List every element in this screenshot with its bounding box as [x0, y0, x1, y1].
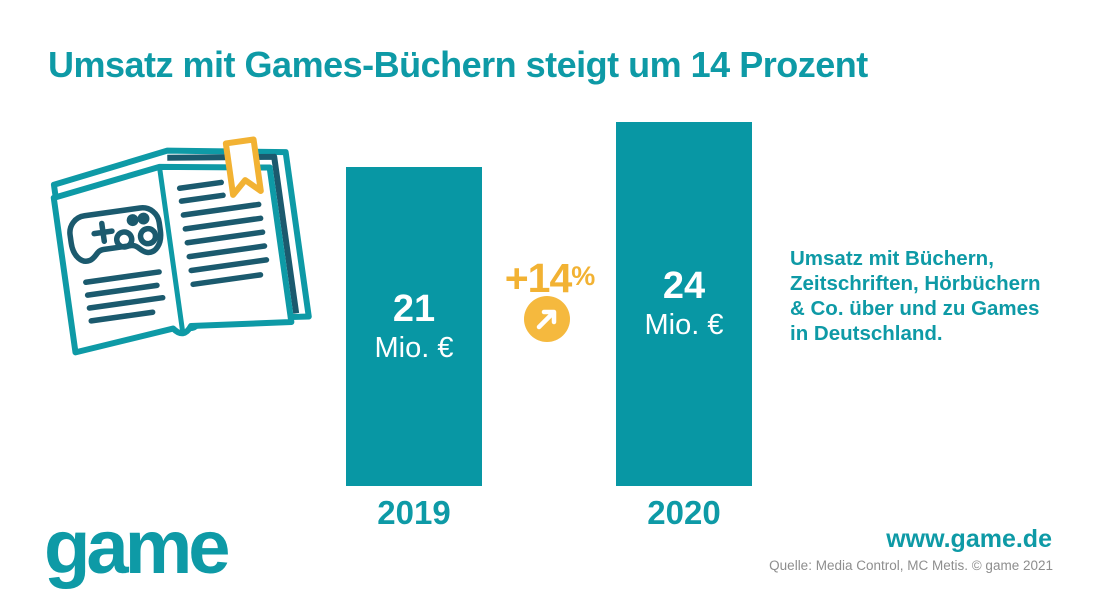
page-title: Umsatz mit Games-Büchern steigt um 14 Pr… [48, 44, 868, 85]
trend-up-arrow-icon [524, 296, 570, 342]
game-logo: game [44, 505, 231, 590]
change-annotation: +14% [490, 255, 610, 302]
description-line: & Co. über und zu Games [790, 297, 1040, 320]
description-line: Zeitschriften, Hörbüchern [790, 272, 1041, 295]
x-axis-label-2020: 2020 [647, 494, 721, 531]
description-line: Umsatz mit Büchern, [790, 247, 994, 270]
bar-2019-unit: Mio. € [374, 331, 454, 364]
change-value: +14 [504, 255, 573, 301]
bar-2020-unit: Mio. € [644, 309, 724, 341]
bookmark-icon [222, 136, 264, 198]
chart-description: Umsatz mit Büchern, Zeitschriften, Hörbü… [790, 246, 1041, 346]
bar-2020-value: 24 [662, 265, 706, 307]
source-credit: Quelle: Media Control, MC Metis. © game … [769, 558, 1053, 573]
bar-2019-value: 21 [392, 287, 436, 330]
x-axis-label-2019: 2019 [377, 494, 451, 531]
bar-2020: 24 Mio. € [616, 122, 752, 486]
book-gamepad-icon [25, 128, 320, 378]
description-line: in Deutschland. [790, 322, 943, 345]
website-link[interactable]: www.game.de [886, 525, 1052, 553]
change-percent-sign: % [571, 261, 596, 291]
bar-2019: 21 Mio. € [346, 167, 482, 486]
